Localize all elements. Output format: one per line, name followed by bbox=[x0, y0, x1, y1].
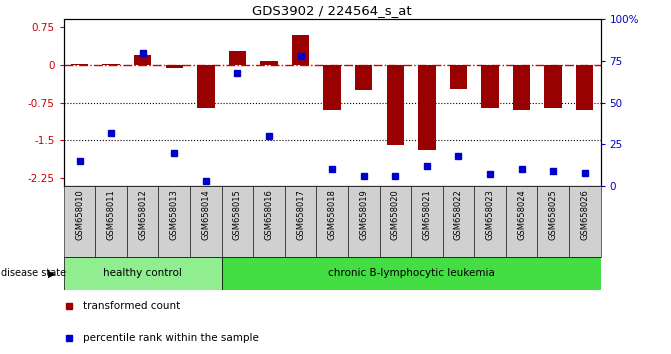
Text: ▶: ▶ bbox=[48, 268, 55, 279]
Bar bbox=[134, 55, 152, 65]
Bar bbox=[418, 65, 435, 149]
Bar bbox=[71, 64, 88, 65]
Text: GSM658012: GSM658012 bbox=[138, 189, 147, 240]
Bar bbox=[292, 35, 309, 65]
Bar bbox=[197, 65, 215, 108]
Text: GSM658026: GSM658026 bbox=[580, 189, 589, 240]
Text: GSM658015: GSM658015 bbox=[233, 189, 242, 240]
Text: GSM658018: GSM658018 bbox=[327, 189, 337, 240]
Bar bbox=[348, 186, 380, 257]
Bar bbox=[569, 186, 601, 257]
Bar bbox=[158, 186, 190, 257]
Bar bbox=[411, 186, 443, 257]
Bar bbox=[474, 186, 506, 257]
Bar bbox=[544, 65, 562, 108]
Bar bbox=[316, 186, 348, 257]
Bar bbox=[95, 186, 127, 257]
Bar bbox=[221, 186, 253, 257]
Bar bbox=[64, 257, 221, 290]
Text: chronic B-lymphocytic leukemia: chronic B-lymphocytic leukemia bbox=[327, 268, 495, 279]
Bar bbox=[260, 61, 278, 65]
Bar bbox=[506, 186, 537, 257]
Bar bbox=[323, 65, 341, 110]
Bar bbox=[229, 51, 246, 65]
Text: GSM658014: GSM658014 bbox=[201, 189, 210, 240]
Text: GSM658022: GSM658022 bbox=[454, 189, 463, 240]
Text: GSM658025: GSM658025 bbox=[549, 189, 558, 240]
Text: transformed count: transformed count bbox=[83, 301, 180, 311]
Text: GSM658016: GSM658016 bbox=[264, 189, 274, 240]
Text: percentile rank within the sample: percentile rank within the sample bbox=[83, 333, 258, 343]
Title: GDS3902 / 224564_s_at: GDS3902 / 224564_s_at bbox=[252, 4, 412, 17]
Bar bbox=[386, 65, 404, 144]
Text: GSM658010: GSM658010 bbox=[75, 189, 84, 240]
Bar bbox=[481, 65, 499, 108]
Bar bbox=[64, 186, 95, 257]
Bar bbox=[166, 65, 183, 68]
Bar bbox=[576, 65, 593, 110]
Bar bbox=[253, 186, 285, 257]
Bar bbox=[513, 65, 530, 110]
Bar bbox=[355, 65, 372, 90]
Text: GSM658011: GSM658011 bbox=[107, 189, 115, 240]
Bar bbox=[285, 186, 316, 257]
Bar bbox=[443, 186, 474, 257]
Text: healthy control: healthy control bbox=[103, 268, 182, 279]
Bar bbox=[380, 186, 411, 257]
Text: GSM658021: GSM658021 bbox=[422, 189, 431, 240]
Text: disease state: disease state bbox=[1, 268, 66, 279]
Bar bbox=[190, 186, 221, 257]
Text: GSM658024: GSM658024 bbox=[517, 189, 526, 240]
Bar bbox=[103, 64, 120, 65]
Bar bbox=[127, 186, 158, 257]
Text: GSM658019: GSM658019 bbox=[359, 189, 368, 240]
Text: GSM658023: GSM658023 bbox=[486, 189, 495, 240]
Bar bbox=[537, 186, 569, 257]
Text: GSM658020: GSM658020 bbox=[391, 189, 400, 240]
Text: GSM658017: GSM658017 bbox=[296, 189, 305, 240]
Bar bbox=[221, 257, 601, 290]
Text: GSM658013: GSM658013 bbox=[170, 189, 178, 240]
Bar bbox=[450, 65, 467, 89]
